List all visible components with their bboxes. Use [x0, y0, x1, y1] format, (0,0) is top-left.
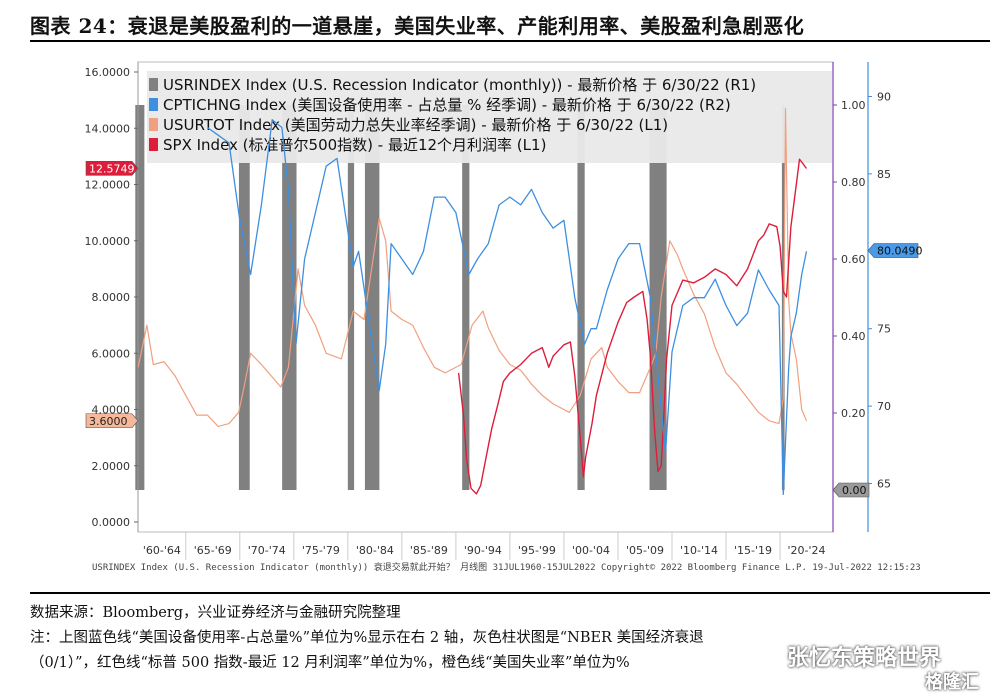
watermark-site: 格隆汇	[925, 672, 979, 693]
legend-swatch	[149, 78, 158, 91]
margin-last-value-tag	[85, 161, 139, 176]
x-tick-label: '90-'94	[464, 544, 502, 557]
right2-tick-label: 90	[877, 91, 891, 104]
right1-tick-label: 0.80	[841, 176, 866, 189]
left-tick-label: 0.0000	[92, 516, 131, 529]
watermark-author: 张忆东策略世界	[787, 646, 942, 671]
recession-bar	[282, 105, 297, 490]
left-tick-label: 16.0000	[85, 66, 131, 79]
left-tick-label: 14.0000	[85, 122, 131, 135]
legend-swatch	[149, 118, 158, 131]
capacity-last-value-tag	[867, 243, 919, 258]
left-tick-label: 8.0000	[92, 291, 131, 304]
x-tick-label: '00-'04	[572, 544, 610, 557]
right2-tick-label: 85	[877, 168, 891, 181]
capacity-last-value-tag-text: 80.0490	[877, 245, 923, 258]
recession-bar	[347, 105, 355, 490]
right1-tick-label: 0.40	[841, 330, 866, 343]
x-tick-label: '85-'89	[410, 544, 448, 557]
right1-tick-label: 0.60	[841, 253, 866, 266]
right2-tick-label: 65	[877, 478, 891, 491]
right1-tick-label: 0.20	[841, 407, 866, 420]
recession-bar	[238, 105, 250, 490]
recession-bar	[781, 105, 785, 490]
legend-entry: CPTICHNG Index (美国设备使用率 - 占总量 % 经季调) - 最…	[163, 96, 731, 114]
bloomberg-footer: USRINDEX Index (U.S. Recession Indicator…	[92, 561, 921, 573]
bloomberg-chart: USRINDEX Index (U.S. Recession Indicator…	[85, 61, 923, 573]
x-tick-label: '05-'09	[626, 544, 664, 557]
recession-bar	[462, 105, 470, 490]
source-line: 数据来源：Bloomberg，兴业证券经济与金融研究院整理	[30, 605, 401, 621]
x-tick-label: '15-'19	[734, 544, 772, 557]
recession-last-value-tag	[832, 482, 870, 498]
legend-swatch	[149, 98, 158, 111]
x-tick-label: '20-'24	[788, 544, 826, 557]
legend-box	[147, 71, 832, 163]
left-tick-label: 10.0000	[85, 235, 131, 248]
note-line-2: （0/1）”，红色线“标普 500 指数-最近 12 月利润率”单位为%，橙色线…	[30, 655, 630, 671]
legend-swatch	[149, 138, 158, 151]
legend-entry: SPX Index (标准普尔500指数) - 最近12个月利润率 (L1)	[163, 136, 546, 154]
recession-bar	[364, 105, 380, 490]
legend-entry: USRINDEX Index (U.S. Recession Indicator…	[163, 76, 756, 94]
margin-last-value-tag-text: 12.5749	[89, 162, 135, 175]
left-tick-label: 2.0000	[92, 460, 131, 473]
note-line-1: 注：上图蓝色线“美国设备使用率-占总量%”单位为%显示在右 2 轴，灰色柱状图是…	[30, 630, 704, 646]
right1-tick-label: 1.00	[841, 99, 866, 112]
profit-margin-line	[457, 158, 808, 495]
recession-bar	[649, 105, 667, 490]
left-tick-label: 6.0000	[92, 347, 131, 360]
x-tick-label: '10-'14	[680, 544, 718, 557]
unemployment-line	[137, 107, 808, 427]
x-tick-label: '65-'69	[194, 544, 232, 557]
legend-entry: USURTOT Index (美国劳动力总失业率经季调) - 最新价格 于 6/…	[163, 116, 668, 134]
x-tick-label: '60-'64	[143, 544, 181, 557]
unemployment-last-value-tag	[85, 413, 139, 429]
right2-tick-label: 75	[877, 323, 891, 336]
x-tick-label: '95-'99	[518, 544, 556, 557]
unemployment-last-value-tag-text: 3.6000	[89, 415, 128, 428]
recession-bar	[135, 105, 145, 490]
x-tick-label: '70-'74	[248, 544, 286, 557]
left-tick-label: 12.0000	[85, 179, 131, 192]
figure-title: 图表 24：衰退是美股盈利的一道悬崖，美国失业率、产能利用率、美股盈利急剧恶化	[30, 14, 805, 38]
left-tick-label: 4.0000	[92, 404, 131, 417]
title-rule	[30, 40, 990, 42]
capacity-utilization-line	[207, 119, 808, 495]
source-rule	[30, 592, 990, 594]
x-tick-label: '75-'79	[302, 544, 340, 557]
recession-last-value-tag-text: 0.00	[842, 484, 867, 497]
right2-tick-label: 70	[877, 400, 891, 413]
recession-bar	[577, 105, 585, 490]
x-tick-label: '80-'84	[356, 544, 394, 557]
